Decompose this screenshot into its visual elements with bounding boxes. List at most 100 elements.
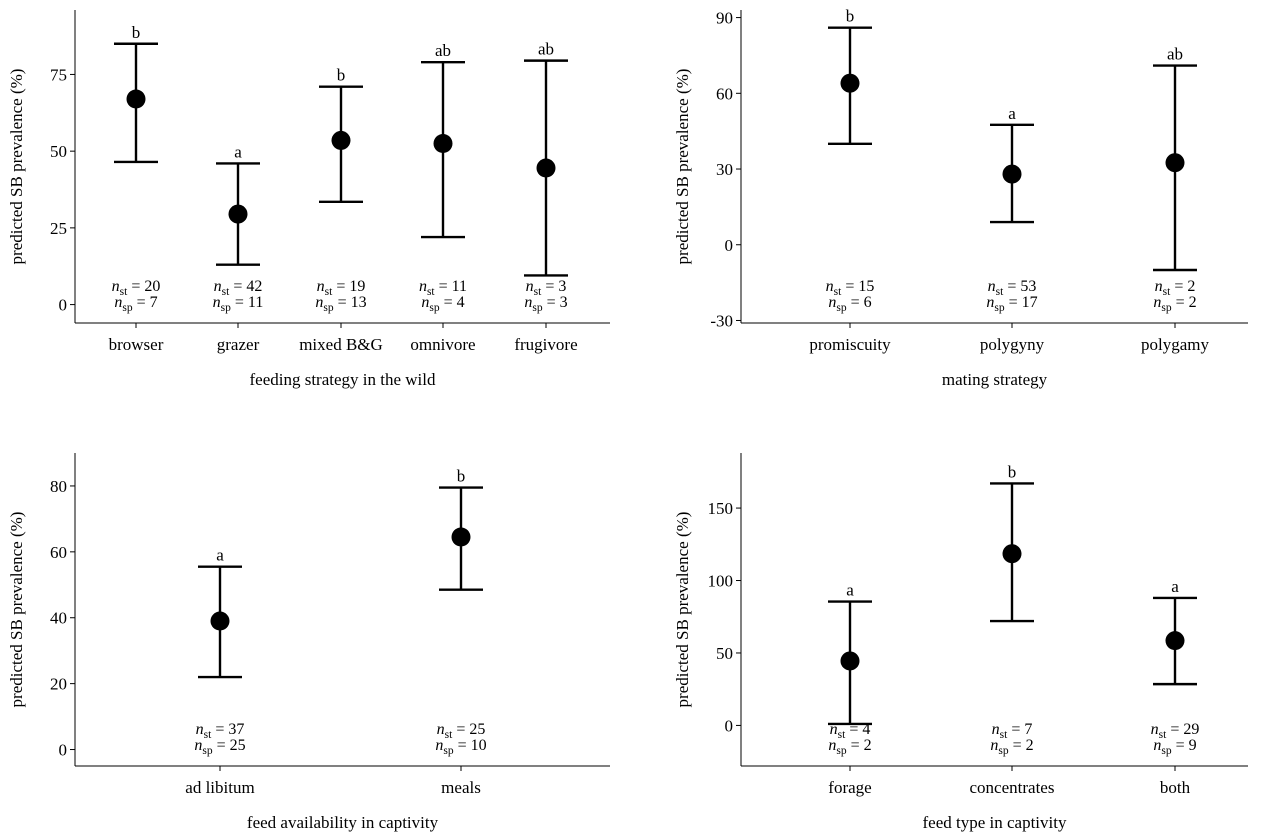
sample-size-value: 42 — [246, 278, 262, 295]
n-symbol: n — [112, 278, 120, 295]
y-tick-label: 50 — [716, 644, 733, 663]
n-symbol: n — [214, 278, 222, 295]
n-symbol: n — [992, 721, 1000, 738]
estimate-point — [1002, 164, 1022, 184]
significance-letter: a — [846, 581, 854, 600]
subscript: sp — [221, 302, 231, 314]
equals-sign: = — [452, 721, 469, 738]
x-tick-label: polygamy — [1141, 335, 1209, 354]
sample-size-value: 13 — [351, 294, 367, 311]
sample-size-st: nst = 37 — [196, 721, 245, 741]
sample-size-value: 17 — [1022, 294, 1038, 311]
subscript: sp — [202, 745, 212, 757]
sample-size-value: 53 — [1020, 278, 1036, 295]
subscript: sp — [323, 302, 333, 314]
x-tick-label: ad libitum — [185, 778, 254, 797]
sample-size-value: 3 — [558, 278, 566, 295]
equals-sign: = — [541, 278, 558, 295]
sample-size-st: nst = 2 — [1155, 278, 1196, 298]
n-symbol: n — [828, 294, 836, 311]
n-symbol: n — [1155, 278, 1163, 295]
x-tick-label: grazer — [217, 335, 260, 354]
subscript: sp — [998, 745, 1008, 757]
equals-sign: = — [1003, 278, 1020, 295]
sample-size-st: nst = 4 — [830, 721, 871, 741]
subscript: sp — [836, 302, 846, 314]
y-tick-label: 40 — [50, 609, 67, 628]
y-tick-label: 0 — [59, 296, 68, 315]
sample-size-value: 2 — [1187, 278, 1195, 295]
subscript: st — [325, 286, 333, 298]
y-tick-label: 0 — [725, 716, 734, 735]
significance-letter: ab — [435, 41, 451, 60]
n-symbol: n — [213, 294, 221, 311]
x-tick-label: promiscuity — [809, 335, 891, 354]
significance-letter: b — [457, 467, 466, 486]
subscript: st — [834, 286, 842, 298]
sample-size-st: nst = 7 — [992, 721, 1033, 741]
sample-size-value: 37 — [228, 721, 244, 738]
x-axis-title: mating strategy — [942, 370, 1048, 389]
estimate-point — [126, 89, 146, 109]
sample-size-sp: nsp = 11 — [213, 294, 264, 314]
sample-size-value: 3 — [560, 294, 568, 311]
sample-size-value: 4 — [457, 294, 465, 311]
sample-size-st: nst = 53 — [988, 278, 1037, 298]
subscript: st — [445, 729, 453, 741]
sample-size-st: nst = 19 — [317, 278, 366, 298]
estimate-point — [331, 130, 351, 150]
y-tick-label: 50 — [50, 142, 67, 161]
sample-size-st: nst = 11 — [419, 278, 467, 298]
significance-letter: b — [337, 66, 346, 85]
n-symbol: n — [1153, 294, 1161, 311]
sample-size-value: 25 — [469, 721, 485, 738]
y-tick-label: 60 — [50, 543, 67, 562]
chart-panel-4: 0 50 100 150 predicted SB prevalence (%) feed… — [673, 453, 1248, 832]
significance-letter: b — [132, 23, 141, 42]
subscript: st — [427, 286, 435, 298]
y-tick-label: 25 — [50, 219, 67, 238]
sample-size-sp: nsp = 3 — [524, 294, 567, 314]
x-axis-title: feed type in captivity — [923, 813, 1067, 832]
chart-panel-3: 0 20 40 60 80 predicted SB prevalence (%) feed… — [7, 453, 610, 832]
y-tick-label: -30 — [710, 311, 733, 330]
sample-size-sp: nsp = 2 — [828, 737, 871, 757]
equals-sign: = — [1172, 294, 1189, 311]
x-axis-title: feed availability in captivity — [247, 813, 439, 832]
estimate-point — [451, 527, 471, 547]
x-tick-label: both — [1160, 778, 1191, 797]
chart-panel-1: 0 25 50 75 predicted SB prevalence (%) feedin… — [7, 10, 610, 389]
subscript: sp — [994, 302, 1004, 314]
sample-size-value: 6 — [864, 294, 872, 311]
sample-size-st: nst = 20 — [112, 278, 161, 298]
n-symbol: n — [419, 278, 427, 295]
estimate-point — [840, 651, 860, 671]
equals-sign: = — [847, 294, 864, 311]
y-tick-label: 20 — [50, 675, 67, 694]
subscript: sp — [1161, 302, 1171, 314]
y-axis-title: predicted SB prevalence (%) — [7, 69, 26, 265]
estimate-point — [536, 158, 556, 178]
equals-sign: = — [1009, 737, 1026, 754]
significance-letter: b — [846, 7, 855, 26]
subscript: sp — [443, 745, 453, 757]
sample-size-st: nst = 25 — [437, 721, 486, 741]
n-symbol: n — [421, 294, 429, 311]
subscript: sp — [429, 302, 439, 314]
equals-sign: = — [334, 294, 351, 311]
estimate-point — [840, 73, 860, 93]
sample-size-value: 10 — [471, 737, 487, 754]
equals-sign: = — [229, 278, 246, 295]
x-tick-label: polygyny — [980, 335, 1045, 354]
subscript: st — [534, 286, 542, 298]
n-symbol: n — [435, 737, 443, 754]
sample-size-sp: nsp = 13 — [315, 294, 366, 314]
significance-letter: a — [216, 546, 224, 565]
estimate-point — [1165, 153, 1185, 173]
subscript: sp — [122, 302, 132, 314]
x-axis-title: feeding strategy in the wild — [249, 370, 436, 389]
sample-size-st: nst = 42 — [214, 278, 263, 298]
equals-sign: = — [133, 294, 150, 311]
subscript: sp — [532, 302, 542, 314]
y-tick-label: 80 — [50, 477, 67, 496]
